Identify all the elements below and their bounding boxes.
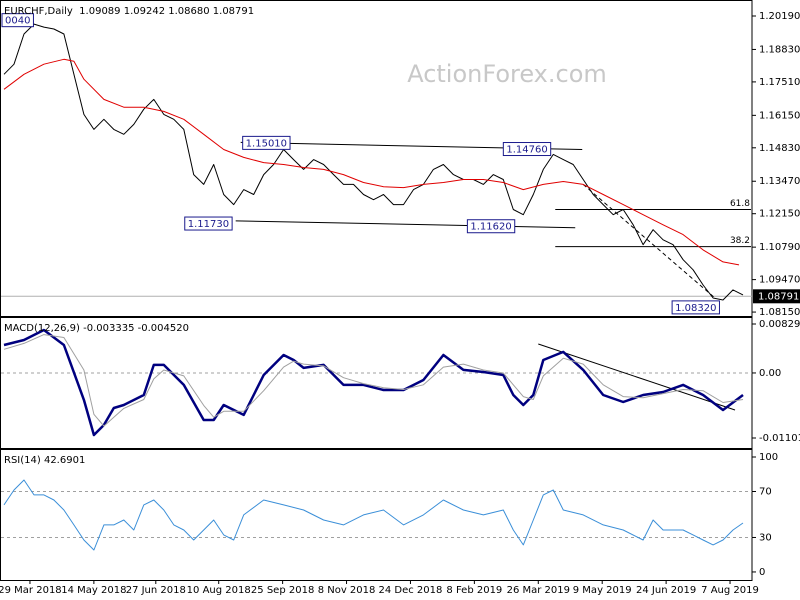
x-tick-label: 24 Dec 2018 [379,585,443,596]
y-tick-label: -0.011015 [759,433,800,444]
fib-label: 61.8 [730,199,750,209]
y-tick-label: 70 [759,486,772,497]
price-label: 0040 [5,16,30,27]
last-price-box [753,289,800,304]
x-tick-label: 29 Mar 2018 [0,585,62,596]
series-line [3,334,744,427]
price-label-box [502,142,552,157]
x-tick-label: 8 Nov 2018 [318,585,376,596]
price-label: 1.14760 [506,145,547,156]
price-label: 1.15010 [246,138,287,149]
panel-title: MACD(12,26,9) -0.003335 -0.004520 [4,323,189,334]
trend-line [538,343,736,411]
watermark: ActionForex.com [407,60,607,88]
x-tick-label: 9 May 2019 [573,585,632,596]
y-tick-label: 1.10790 [759,242,800,253]
y-tick-label: 100 [759,452,778,463]
panel-frame [0,0,753,317]
trend-line [235,220,576,229]
price-label: 1.11730 [188,219,229,230]
trend-line [582,184,716,299]
price-label-box [671,300,720,315]
price-label-box [466,219,516,234]
series-line [3,479,744,551]
x-tick-label: 14 May 2018 [61,585,126,596]
y-tick-label: 1.16150 [759,110,800,121]
y-tick-label: 0 [759,567,765,578]
panel-title: RSI(14) 42.6901 [4,455,85,466]
y-tick-label: 1.18830 [759,44,800,55]
panel-frame [0,449,753,581]
y-tick-label: 1.09470 [759,275,800,286]
price-label-box [242,135,291,150]
x-tick-label: 10 Aug 2018 [187,585,251,596]
y-tick-label: 1.20190 [759,11,800,22]
y-tick-label: 30 [759,532,772,543]
y-tick-label: 1.12150 [759,209,800,220]
price-label-box [184,216,233,231]
price-label: 1.08320 [675,303,716,314]
y-tick-label: 1.13470 [759,176,800,187]
series-line [3,58,740,266]
x-tick-label: 25 Sep 2018 [251,585,314,596]
x-tick-label: 26 Mar 2019 [507,585,570,596]
x-tick-label: 7 Aug 2019 [701,585,759,596]
series-line [3,23,744,301]
y-tick-label: 1.14830 [759,143,800,154]
panel-title: EURCHF,Daily 1.09089 1.09242 1.08680 1.0… [4,6,254,17]
price-label-box [1,13,34,28]
series-line [3,328,744,437]
x-tick-label: 8 Feb 2019 [446,585,502,596]
x-tick-label: 24 Jun 2019 [636,585,696,596]
x-tick-label: 27 Jun 2018 [126,585,186,596]
y-tick-label: 0.008292 [759,319,800,330]
panel-frame [0,317,753,449]
price-label: 1.11620 [470,222,511,233]
y-tick-label: 1.08150 [759,307,800,318]
y-tick-label: 1.17510 [759,77,800,88]
fib-label: 38.2 [730,236,750,246]
y-tick-label: 0.00 [759,368,781,379]
last-price-label: 1.08791 [758,291,799,302]
